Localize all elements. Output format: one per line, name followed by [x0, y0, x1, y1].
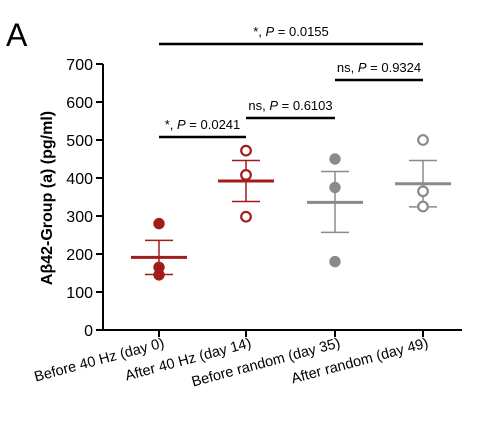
comparison-label-p: P	[266, 24, 275, 39]
data-point	[153, 269, 165, 281]
panel-label: A	[6, 17, 28, 53]
x-tick-label: Before random (day 35)	[190, 335, 342, 390]
group-2	[218, 144, 274, 223]
comparison-label-prefix: *,	[253, 24, 265, 39]
comparison-label-value: = 0.0155	[274, 24, 329, 39]
comparison-label-value: = 0.9324	[367, 60, 422, 75]
data-point	[417, 185, 429, 198]
comparison-label: *, P = 0.0155	[253, 24, 329, 39]
data-point	[329, 181, 341, 194]
y-tick-label: 100	[66, 285, 93, 302]
comparison-label-prefix: ns,	[248, 98, 269, 113]
y-tick-label: 600	[66, 95, 93, 112]
group-1	[131, 217, 187, 281]
group-4	[395, 134, 451, 213]
data-point	[329, 255, 341, 268]
y-tick-label: 300	[66, 209, 93, 226]
comparison-label-value: = 0.6103	[278, 98, 333, 113]
data-point	[240, 144, 252, 157]
comparison-label-p: P	[358, 60, 367, 75]
data-point	[240, 169, 252, 181]
y-tick-label: 0	[84, 323, 93, 340]
data-point	[417, 200, 429, 213]
comparison-label-value: = 0.0241	[186, 117, 241, 132]
comparison-label: *, P = 0.0241	[165, 117, 241, 132]
comparison-label-p: P	[269, 98, 278, 113]
data-point	[329, 153, 341, 165]
comparison-label-prefix: *,	[165, 117, 177, 132]
comparison-label: ns, P = 0.9324	[337, 60, 421, 75]
comparison-label-p: P	[177, 117, 186, 132]
data-point	[153, 217, 165, 230]
data-marks	[131, 134, 451, 281]
comparison-label: ns, P = 0.6103	[248, 98, 332, 113]
y-tick-label: 700	[66, 57, 93, 74]
comparison-label-prefix: ns,	[337, 60, 358, 75]
y-axis-label: Aβ42-Group (a) (pg/ml)	[39, 111, 56, 285]
y-tick-label: 400	[66, 171, 93, 188]
y-tick-label: 500	[66, 133, 93, 150]
data-point	[417, 134, 429, 146]
data-point	[240, 210, 252, 223]
y-tick-label: 200	[66, 247, 93, 264]
group-3	[307, 153, 363, 268]
